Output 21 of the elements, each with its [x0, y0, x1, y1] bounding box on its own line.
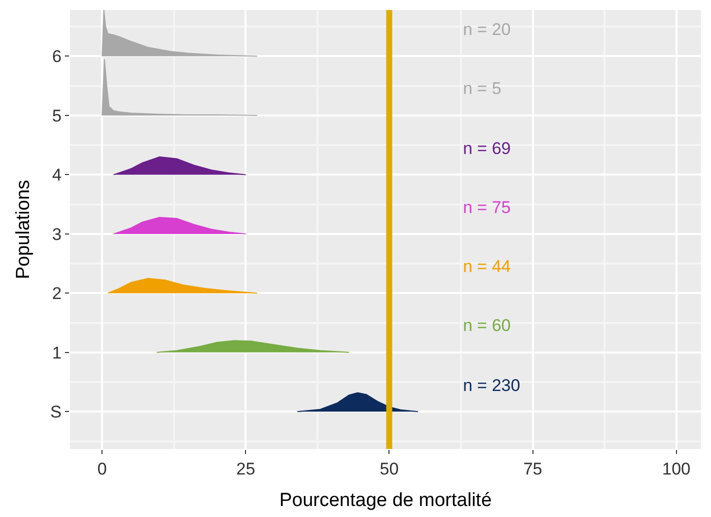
y-tick-label: 5: [52, 106, 62, 126]
text: n = 69: [463, 139, 511, 158]
x-tick-label: 50: [380, 459, 399, 478]
y-axis-title: Populations: [13, 180, 34, 280]
x-tick-label: 100: [662, 459, 690, 478]
y-tick-label: 6: [52, 47, 62, 66]
text: n = 60: [463, 316, 511, 335]
text: n = 230: [463, 376, 520, 395]
x-axis-title: Pourcentage de mortalité: [279, 490, 492, 512]
x-tick-label: 75: [523, 459, 542, 478]
text: n = 75: [463, 198, 511, 217]
y-tick-label: 3: [52, 224, 62, 244]
y-tick-label: 4: [52, 166, 62, 185]
text: n = 20: [463, 20, 511, 39]
y-tick-label: 2: [52, 284, 62, 304]
y-tick-label: S: [50, 402, 62, 422]
text: n = 5: [463, 79, 502, 98]
x-tick-label: 0: [97, 459, 107, 478]
x-tick-label: 25: [236, 459, 256, 478]
y-tick-label: 1: [52, 343, 62, 362]
text: n = 44: [463, 257, 511, 276]
